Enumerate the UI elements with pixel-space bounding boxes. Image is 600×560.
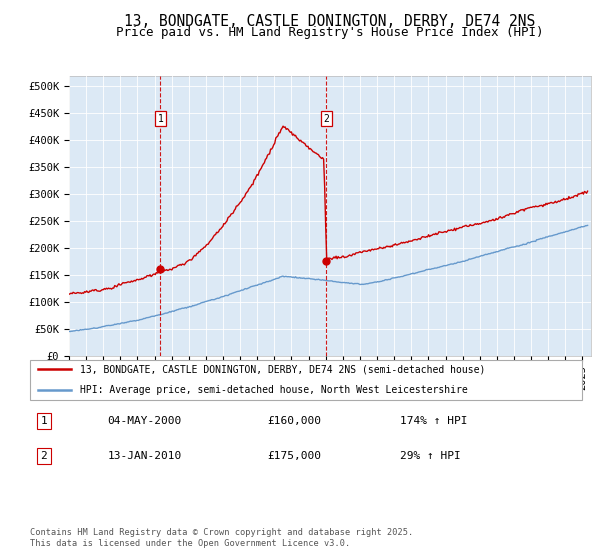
- Text: 174% ↑ HPI: 174% ↑ HPI: [400, 416, 467, 426]
- Text: 13, BONDGATE, CASTLE DONINGTON, DERBY, DE74 2NS (semi-detached house): 13, BONDGATE, CASTLE DONINGTON, DERBY, D…: [80, 365, 485, 374]
- Text: £160,000: £160,000: [268, 416, 322, 426]
- Bar: [160, 76, 326, 356]
- Text: 04-MAY-2000: 04-MAY-2000: [107, 416, 182, 426]
- Text: 2: 2: [40, 451, 47, 461]
- Text: 13, BONDGATE, CASTLE DONINGTON, DERBY, DE74 2NS: 13, BONDGATE, CASTLE DONINGTON, DERBY, D…: [124, 14, 536, 29]
- Text: Price paid vs. HM Land Registry's House Price Index (HPI): Price paid vs. HM Land Registry's House …: [116, 26, 544, 39]
- Text: 29% ↑ HPI: 29% ↑ HPI: [400, 451, 461, 461]
- FancyBboxPatch shape: [30, 360, 582, 400]
- Text: 1: 1: [40, 416, 47, 426]
- Text: 2: 2: [323, 114, 329, 124]
- Text: HPI: Average price, semi-detached house, North West Leicestershire: HPI: Average price, semi-detached house,…: [80, 385, 467, 395]
- Text: £175,000: £175,000: [268, 451, 322, 461]
- Text: 1: 1: [157, 114, 163, 124]
- Text: Contains HM Land Registry data © Crown copyright and database right 2025.
This d: Contains HM Land Registry data © Crown c…: [30, 528, 413, 548]
- Text: 13-JAN-2010: 13-JAN-2010: [107, 451, 182, 461]
